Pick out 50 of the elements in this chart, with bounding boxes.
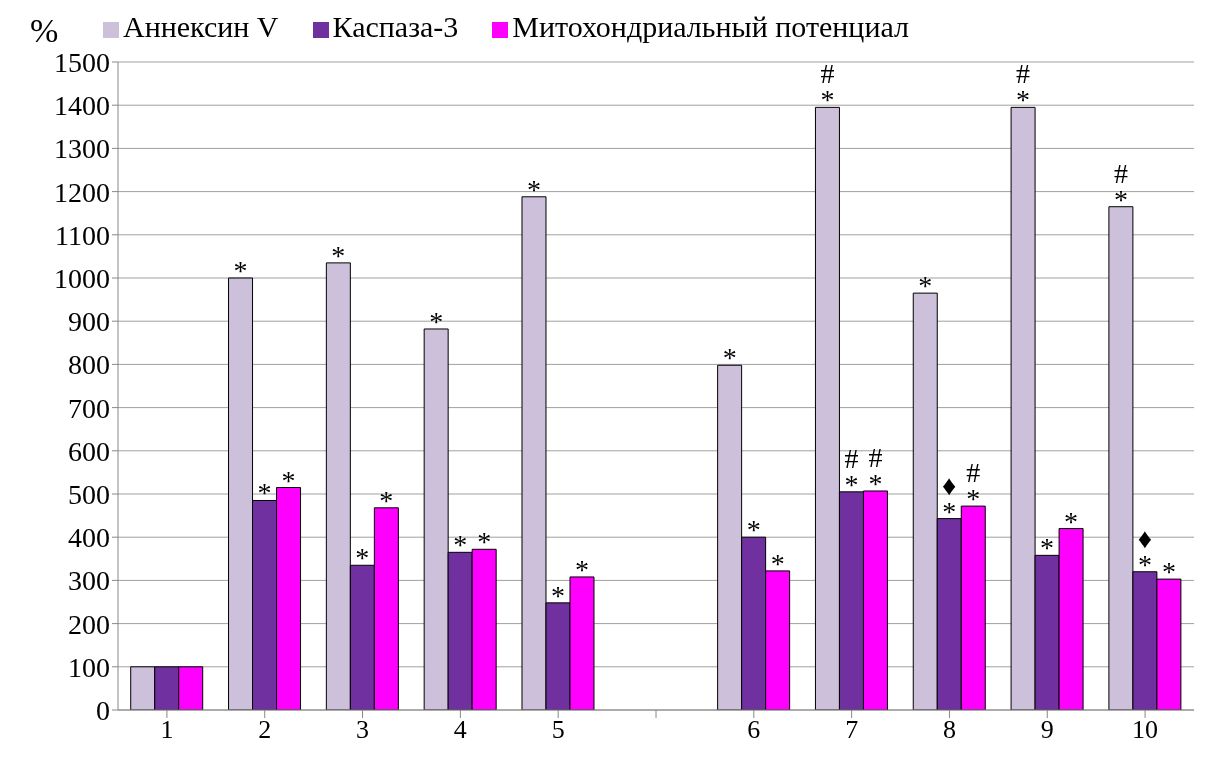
x-tick-label: 10 [1132, 715, 1159, 745]
annotation: * [526, 173, 541, 205]
annotation: * [918, 270, 933, 302]
annotation: * [1040, 532, 1055, 564]
annotation: ♦ * [1137, 522, 1153, 580]
y-tick-label: 100 [68, 651, 110, 683]
y-tick-label: 200 [68, 608, 110, 640]
y-tick-label: 900 [68, 306, 110, 338]
text: * [770, 547, 785, 579]
annotation: * [355, 542, 370, 574]
x-tick-label: 6 [747, 715, 761, 745]
legend-label: Митохондриальный потенциал [512, 10, 910, 43]
y-tick-label: 300 [68, 565, 110, 597]
x-tick-label: 7 [845, 715, 859, 745]
y-tick-label: 1300 [54, 133, 110, 165]
annotation: * [550, 579, 565, 611]
y-tick-label: 800 [68, 349, 110, 381]
y-tick-label: 700 [68, 392, 110, 424]
annotation: # * [868, 441, 883, 499]
y-tick-label: 500 [68, 478, 110, 510]
annotation: * [722, 342, 737, 374]
annotation: # * [966, 457, 981, 515]
x-tick-label: 4 [453, 715, 467, 745]
annotation: * [233, 255, 248, 286]
annotation: * [331, 239, 346, 271]
annotation: * [379, 484, 394, 516]
legend-label: Аннексин V [123, 10, 279, 43]
x-tick-label: 1 [160, 715, 174, 745]
annotation: * [453, 529, 468, 561]
y-tick-label: 400 [68, 522, 110, 554]
y-tick-label: 1400 [54, 90, 110, 122]
x-tick-label: 3 [356, 715, 370, 745]
annotation: * [281, 464, 296, 496]
text: * [574, 553, 589, 585]
y-tick-label: 1000 [54, 262, 110, 294]
annotation: * [429, 305, 444, 337]
text: * [1064, 505, 1079, 537]
y-tick-label: 1100 [55, 219, 110, 251]
legend-label: Каспаза-3 [332, 10, 459, 43]
annotation: * [746, 514, 761, 546]
text: * [477, 526, 492, 558]
y-tick-label: 1200 [54, 176, 110, 208]
y-tick-label: 600 [68, 435, 110, 467]
x-tick-label: 2 [258, 715, 272, 745]
annotation: * [257, 477, 272, 509]
x-tick-label: 8 [942, 715, 956, 745]
text: * [1161, 556, 1176, 588]
x-tick-label: 9 [1040, 715, 1054, 745]
y-tick-label: 0 [96, 694, 110, 726]
x-tick-label: 5 [551, 715, 565, 745]
